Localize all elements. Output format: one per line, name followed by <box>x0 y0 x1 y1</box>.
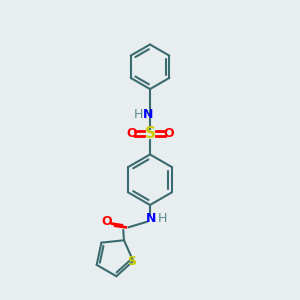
Text: H: H <box>134 108 143 121</box>
Text: O: O <box>163 127 174 140</box>
Text: N: N <box>146 212 157 225</box>
Text: H: H <box>158 212 167 225</box>
Text: N: N <box>143 108 154 121</box>
Text: O: O <box>102 215 112 228</box>
Text: S: S <box>145 126 155 141</box>
Text: O: O <box>126 127 137 140</box>
Text: S: S <box>127 254 136 268</box>
